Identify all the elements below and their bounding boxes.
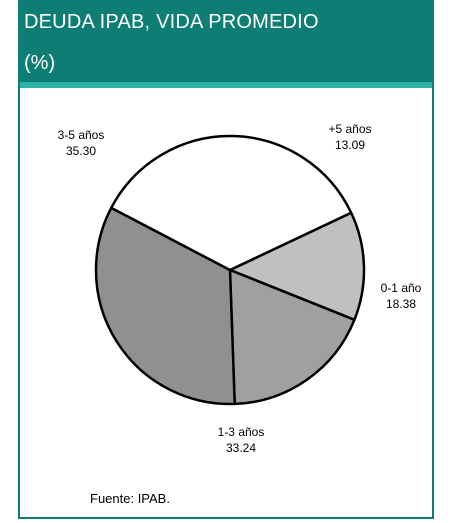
pie-slice-4 <box>110 134 353 272</box>
source-note: Fuente: IPAB. <box>90 491 170 506</box>
slice-value-4: 35.30 <box>66 144 96 158</box>
chart-unit: (%) <box>24 52 56 74</box>
pie-slice-1 <box>228 211 366 322</box>
chart-figure: DEUDA IPAB, VIDA PROMEDIO (%) +5 años 13.… <box>18 0 434 519</box>
slice-label-2: 0-1 año <box>381 281 422 295</box>
slice-label-4: 3-5 años <box>58 128 105 142</box>
header-stripe <box>20 82 432 88</box>
pie-chart: +5 años 13.09 0-1 año 18.38 1-3 años 33.24 3-5… <box>58 122 422 455</box>
pie-slice-3 <box>94 206 236 406</box>
pie-slice-2 <box>228 268 356 406</box>
chart-title: DEUDA IPAB, VIDA PROMEDIO <box>24 11 319 33</box>
slice-value-2: 18.38 <box>386 297 416 311</box>
chart-header: DEUDA IPAB, VIDA PROMEDIO (%) <box>20 2 432 88</box>
slice-value-3: 33.24 <box>226 441 256 455</box>
slice-value-1: 13.09 <box>335 138 365 152</box>
slice-label-3: 1-3 años <box>218 425 265 439</box>
slice-label-1: +5 años <box>328 122 371 136</box>
